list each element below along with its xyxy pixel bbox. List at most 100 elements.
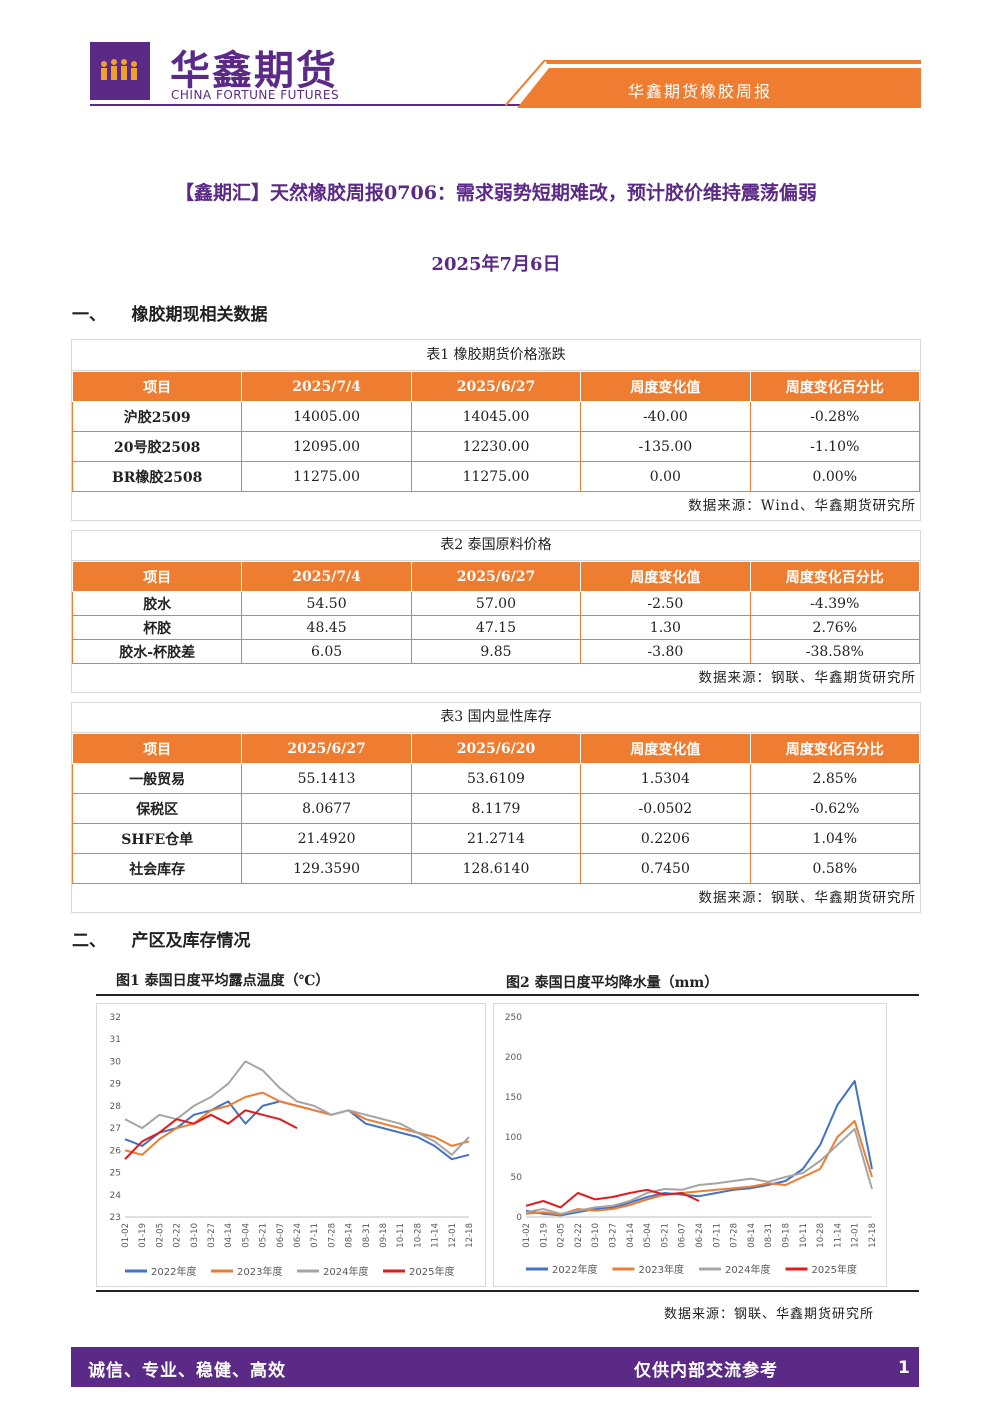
cell: -135.00 [580, 431, 751, 462]
x-tick-label: 06-24 [293, 1223, 303, 1248]
table-row: 社会库存 129.3590 128.6140 0.7450 0.58% [71, 853, 921, 884]
cell: 12230.00 [410, 431, 582, 462]
chart-2-title: 图2 泰国日度平均降水量（mm） [506, 975, 719, 991]
x-tick-label: 10-28 [816, 1223, 826, 1248]
header-banner [505, 59, 921, 108]
y-tick-label: 200 [505, 1053, 522, 1063]
table-source: 数据来源：钢联、华鑫期货研究所 [698, 670, 916, 686]
cell: 11275.00 [410, 461, 582, 492]
cell: -3.80 [580, 639, 751, 664]
row-label: 胶水 [71, 591, 243, 616]
series-line [124, 1109, 298, 1160]
x-tick-label: 08-31 [362, 1223, 372, 1248]
legend-label: 2022年度 [552, 1263, 597, 1276]
legend-label: 2025年度 [812, 1263, 857, 1276]
cell: 1.30 [580, 615, 751, 640]
chart-2-panel: 0 50 100 150 200 250 01-02 01-19 02-05 02-22 03-10… [493, 1003, 887, 1287]
row-label: BR橡胶2508 [71, 461, 243, 492]
series-line [525, 1080, 873, 1217]
cell: -38.58% [749, 639, 921, 664]
inventory-table: 项目 2025/6/27 2025/6/20 周度变化值 周度变化百分比 一般贸… [71, 733, 921, 884]
logo-text-en: CHINA FORTUNE FUTURES [171, 88, 340, 102]
x-tick-label: 05-21 [660, 1223, 670, 1248]
column-header: 周度变化百分比 [749, 371, 921, 402]
x-tick-label: 03-10 [591, 1223, 601, 1248]
x-tick-label: 10-11 [799, 1223, 809, 1248]
y-tick-label: 0 [516, 1213, 522, 1223]
document-date: 2025年7月6日 [431, 254, 561, 275]
cell: 14005.00 [241, 401, 412, 432]
chart-1-title: 图1 泰国日度平均露点温度（℃） [116, 973, 330, 989]
x-tick-label: 02-05 [155, 1223, 165, 1248]
cell: 53.6109 [410, 763, 582, 794]
cell: 54.50 [241, 591, 412, 616]
logo-text-cn: 华鑫期货 [170, 48, 338, 94]
cell: 129.3590 [241, 853, 412, 884]
y-tick-label: 23 [110, 1213, 121, 1223]
y-tick-label: 25 [110, 1169, 121, 1179]
x-tick-label: 06-07 [678, 1223, 688, 1248]
cell: 11275.00 [241, 461, 412, 492]
x-tick-label: 03-27 [609, 1223, 619, 1248]
y-tick-label: 32 [110, 1013, 121, 1023]
table-row: 沪胶2509 14005.00 14045.00 -40.00 -0.28% [71, 401, 921, 432]
y-tick-label: 24 [110, 1191, 122, 1201]
x-tick-label: 11-14 [431, 1223, 441, 1248]
column-header: 2025/6/27 [410, 561, 582, 592]
x-tick-label: 11-14 [833, 1223, 843, 1248]
x-tick-label: 06-07 [276, 1223, 286, 1248]
y-tick-label: 26 [110, 1146, 122, 1156]
section-2-heading: 二、 产区及库存情况 [72, 931, 251, 951]
x-tick-label: 12-01 [448, 1223, 458, 1248]
section-1-heading: 一、 橡胶期现相关数据 [72, 305, 268, 325]
row-label: SHFE仓单 [71, 823, 243, 854]
y-tick-label: 27 [110, 1124, 121, 1134]
x-tick-label: 04-14 [224, 1223, 234, 1248]
row-label: 沪胶2509 [71, 401, 243, 432]
table-caption: 表1 橡胶期货价格涨跌 [72, 340, 920, 371]
document-title: 【鑫期汇】天然橡胶周报0706：需求弱势短期难改，预计胶价维持震荡偏弱 [175, 182, 817, 204]
legend-label: 2023年度 [639, 1263, 684, 1276]
cell: 14045.00 [410, 401, 582, 432]
series-line [525, 1188, 700, 1209]
futures-table: 项目 2025/7/4 2025/6/27 周度变化值 周度变化百分比 沪胶25… [71, 371, 921, 492]
x-tick-label: 12-01 [851, 1223, 861, 1248]
legend-label: 2024年度 [323, 1265, 368, 1278]
x-tick-label: 01-19 [539, 1223, 549, 1248]
table-caption: 表3 国内显性库存 [72, 703, 920, 733]
x-tick-label: 08-31 [764, 1223, 774, 1248]
x-tick-label: 02-05 [557, 1223, 567, 1248]
raw-price-table: 项目 2025/7/4 2025/6/27 周度变化值 周度变化百分比 胶水 5… [71, 561, 921, 664]
table-source: 数据来源：Wind、华鑫期货研究所 [688, 498, 916, 514]
x-tick-label: 07-11 [310, 1223, 320, 1248]
cell: 6.05 [241, 639, 412, 664]
legend-label: 2023年度 [237, 1265, 282, 1278]
cell: -4.39% [749, 591, 921, 616]
cell: 1.5304 [580, 763, 751, 794]
row-label: 杯胶 [71, 615, 243, 640]
x-tick-label: 07-28 [730, 1223, 740, 1248]
cell: 8.0677 [241, 793, 412, 824]
table-thai-raw-prices: 表2 泰国原料价格 项目 2025/7/4 2025/6/27 周度变化值 周度… [71, 530, 921, 693]
x-tick-label: 03-10 [190, 1223, 200, 1248]
row-label: 社会库存 [71, 853, 243, 884]
cell: 2.85% [749, 763, 921, 794]
y-tick-label: 28 [110, 1102, 122, 1112]
cell: 0.00% [749, 461, 921, 492]
y-tick-label: 100 [505, 1133, 522, 1143]
cell: 55.1413 [241, 763, 412, 794]
cell: 128.6140 [410, 853, 582, 884]
table-row: 一般贸易 55.1413 53.6109 1.5304 2.85% [71, 763, 921, 794]
cell: 2.76% [749, 615, 921, 640]
column-header: 2025/6/27 [410, 371, 582, 402]
header-rule [90, 104, 520, 106]
cell: -0.62% [749, 793, 921, 824]
x-tick-label: 08-14 [345, 1223, 355, 1248]
column-header: 周度变化值 [580, 733, 751, 764]
cell: 47.15 [410, 615, 582, 640]
cell: -1.10% [749, 431, 921, 462]
y-tick-label: 29 [110, 1080, 122, 1090]
footer-disclaimer: 仅供内部交流参考 [634, 1361, 778, 1381]
y-tick-label: 50 [511, 1173, 523, 1183]
column-header: 项目 [71, 561, 243, 592]
